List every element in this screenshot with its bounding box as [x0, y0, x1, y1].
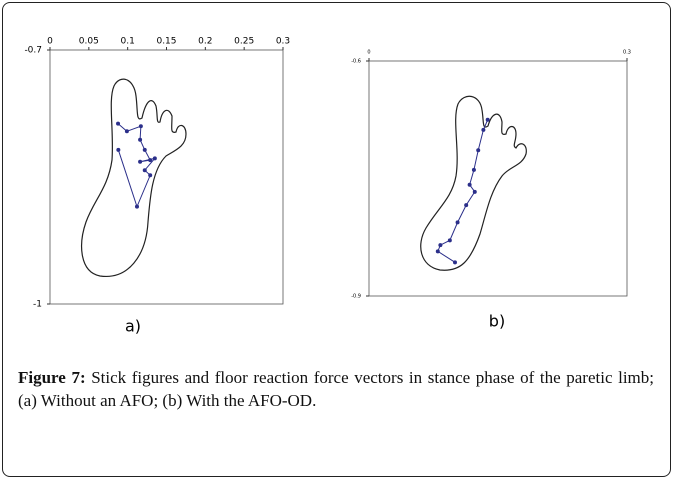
- page: 0 0.05 0.1 0.15 0.2 0.25 0.3 -0.7 -1 a) 0 0.3 -0.6 -0…: [0, 0, 675, 479]
- point: [464, 203, 468, 207]
- point: [481, 128, 485, 132]
- x-tick-label: 0.3: [276, 37, 290, 47]
- trajectory: [118, 124, 155, 207]
- caption-text: Stick figures and floor reaction force v…: [18, 368, 654, 410]
- x-tick-label: 0.15: [156, 37, 176, 47]
- point: [436, 249, 440, 253]
- point: [143, 148, 147, 152]
- point: [116, 148, 120, 152]
- point: [138, 160, 142, 164]
- x-tick-label: 0.1: [121, 37, 135, 47]
- point: [139, 124, 143, 128]
- point: [448, 238, 452, 242]
- point: [453, 260, 457, 264]
- point: [148, 173, 152, 177]
- x-tick-label: 0.2: [198, 37, 212, 47]
- x-tick-label: 0.05: [79, 37, 99, 47]
- trajectory: [438, 120, 488, 263]
- plot-area: [50, 50, 283, 304]
- x-tick-label: 0.25: [234, 37, 254, 47]
- x-tick-label: 0: [47, 37, 53, 47]
- x-tick-label: 0.3: [623, 50, 631, 56]
- point: [456, 220, 460, 224]
- point: [476, 148, 480, 152]
- point: [473, 190, 477, 194]
- point: [138, 138, 142, 142]
- caption-label: Figure 7:: [18, 368, 86, 387]
- foot-outline: [82, 79, 186, 276]
- y-tick-label: -0.6: [351, 59, 361, 65]
- y-tick-label: -0.9: [351, 294, 361, 300]
- foot-outline: [421, 96, 527, 270]
- panel-label: a): [125, 317, 141, 336]
- figure: 0 0.05 0.1 0.15 0.2 0.25 0.3 -0.7 -1 a) 0 0.3 -0.6 -0…: [0, 0, 675, 360]
- point: [143, 168, 147, 172]
- point: [472, 168, 476, 172]
- point: [116, 122, 120, 126]
- point: [125, 129, 129, 133]
- point: [148, 158, 152, 162]
- point: [153, 156, 157, 160]
- caption: Figure 7: Stick figures and floor reacti…: [18, 366, 654, 412]
- point: [486, 118, 490, 122]
- point: [468, 183, 472, 187]
- point: [438, 243, 442, 247]
- point: [135, 205, 139, 209]
- x-tick-label: 0: [367, 50, 370, 56]
- y-tick-label: -1: [33, 300, 42, 310]
- plot-area: [369, 61, 627, 296]
- panel-label: b): [489, 312, 505, 331]
- y-tick-label: -0.7: [24, 46, 42, 56]
